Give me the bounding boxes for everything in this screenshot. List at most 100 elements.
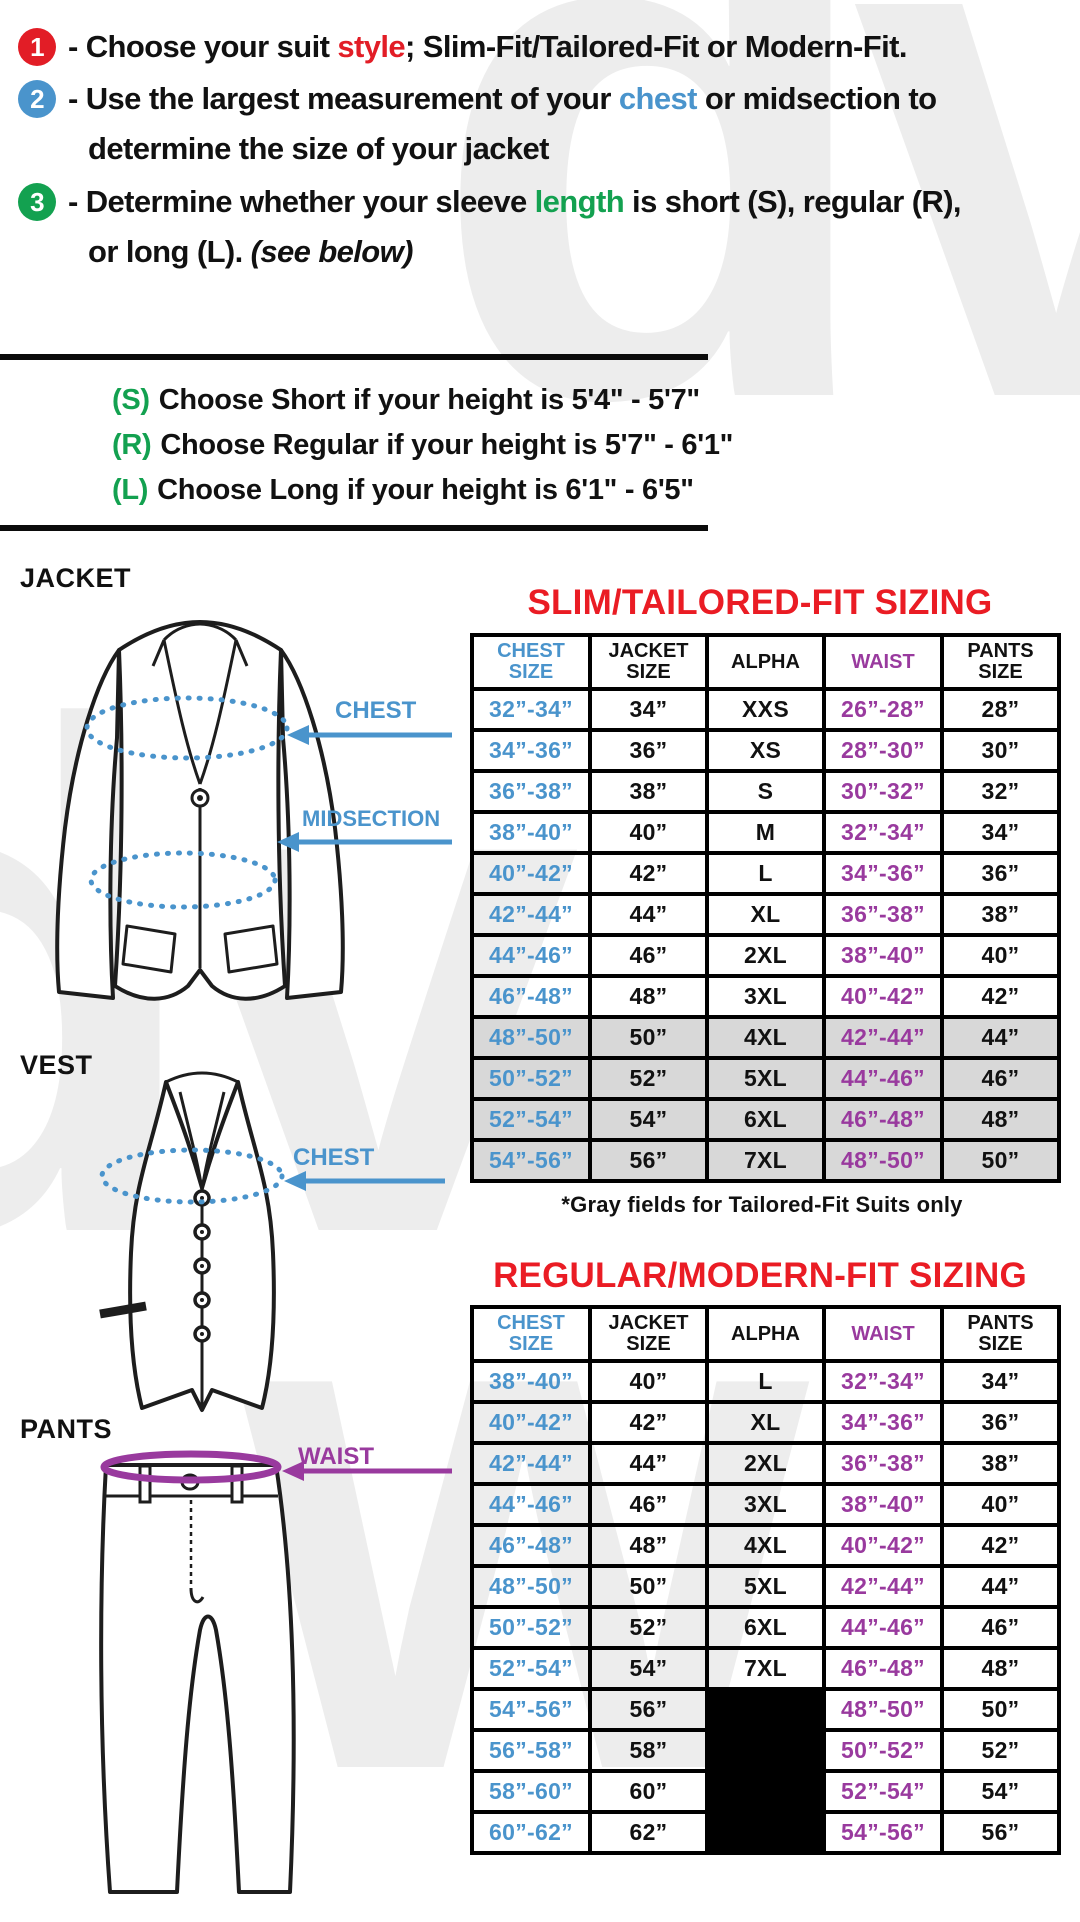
pants-size-cell: 48”	[940, 1646, 1061, 1691]
alpha-cell	[705, 1810, 826, 1855]
chest-size-cell: 48”-50”	[470, 1015, 592, 1060]
length-highlight: length	[534, 184, 625, 219]
chest-measure-ellipse	[84, 695, 290, 761]
size-row: 48”-50” 50” 4XL 42”-44” 44”	[470, 1015, 1061, 1060]
chest-size-cell: 38”-40”	[470, 1359, 592, 1404]
size-row: 42”-44” 44” XL 36”-38” 38”	[470, 892, 1061, 937]
pants-section-label: PANTS	[20, 1414, 113, 1444]
pants-size-cell: 30”	[940, 728, 1061, 773]
style-highlight: style	[337, 29, 406, 64]
chest-size-cell: 40”-42”	[470, 851, 592, 896]
chest-size-cell: 46”-48”	[470, 1523, 592, 1568]
chest-size-cell: 48”-50”	[470, 1564, 592, 1609]
size-row: 44”-46” 46” 3XL 38”-40” 40”	[470, 1482, 1061, 1527]
chest-size-cell: 54”-56”	[470, 1687, 592, 1732]
waist-cell: 38”-40”	[822, 1482, 944, 1527]
height-rule-long: (L) Choose Long if your height is 6'1" - …	[112, 474, 694, 506]
size-row: 50”-52” 52” 5XL 44”-46” 46”	[470, 1056, 1061, 1101]
alpha-cell: 2XL	[705, 933, 826, 978]
header-alpha: ALPHA	[705, 633, 826, 691]
slim-table-header: CHEST SIZE JACKET SIZE ALPHA WAIST PANTS SI…	[470, 633, 1061, 691]
alpha-cell: M	[705, 810, 826, 855]
regular-key: (R)	[112, 429, 152, 461]
alpha-cell: 5XL	[705, 1056, 826, 1101]
gray-fields-footnote: *Gray fields for Tailored-Fit Suits only	[561, 1192, 963, 1217]
alpha-cell: XL	[705, 1400, 826, 1445]
alpha-cell: 5XL	[705, 1564, 826, 1609]
pants-size-cell: 46”	[940, 1605, 1061, 1650]
pants-size-cell: 48”	[940, 1097, 1061, 1142]
chest-highlight: chest	[618, 81, 698, 116]
slim-table-title: SLIM/TAILORED-FIT SIZING	[527, 583, 993, 622]
pants-size-cell: 34”	[940, 1359, 1061, 1404]
size-row: 34”-36” 36” XS 28”-30” 30”	[470, 728, 1061, 773]
waist-cell: 46”-48”	[822, 1646, 944, 1691]
pants-size-cell: 50”	[940, 1687, 1061, 1732]
size-row: 48”-50” 50” 5XL 42”-44” 44”	[470, 1564, 1061, 1609]
size-row: 40”-42” 42” XL 34”-36” 36”	[470, 1400, 1061, 1445]
jacket-midsection-label: MIDSECTION	[302, 806, 440, 831]
step-2: 2 - Use the largest measurement of your …	[18, 80, 937, 118]
alpha-cell: 3XL	[705, 1482, 826, 1527]
waist-cell: 52”-54”	[822, 1769, 944, 1814]
pants-size-cell: 36”	[940, 851, 1061, 896]
size-row: 32”-34” 34” XXS 26”-28” 28”	[470, 687, 1061, 732]
pants-size-cell: 40”	[940, 933, 1061, 978]
alpha-cell: 4XL	[705, 1523, 826, 1568]
size-row: 44”-46” 46” 2XL 38”-40” 40”	[470, 933, 1061, 978]
waist-cell: 30”-32”	[822, 769, 944, 814]
chest-size-cell: 40”-42”	[470, 1400, 592, 1445]
jacket-size-cell: 36”	[588, 728, 709, 773]
chest-size-cell: 42”-44”	[470, 892, 592, 937]
alpha-cell: 4XL	[705, 1015, 826, 1060]
header-jacket-size: JACKET SIZE	[588, 633, 709, 691]
height-rule-regular: (R) Choose Regular if your height is 5'7"…	[112, 429, 734, 461]
header-chest-size: CHEST SIZE	[470, 633, 592, 691]
regular-fit-size-table: CHEST SIZE JACKET SIZE ALPHA WAIST PANTS SI…	[470, 1305, 1061, 1855]
waist-cell: 50”-52”	[822, 1728, 944, 1773]
jacket-size-cell: 42”	[588, 1400, 709, 1445]
waist-cell: 48”-50”	[822, 1138, 944, 1183]
midsection-measure-ellipse	[88, 850, 278, 910]
chest-size-cell: 58”-60”	[470, 1769, 592, 1814]
header-alpha: ALPHA	[705, 1305, 826, 1363]
jacket-left-pocket	[121, 924, 177, 974]
step-3-number-badge: 3	[18, 183, 56, 221]
chest-size-cell: 50”-52”	[470, 1605, 592, 1650]
waist-cell: 40”-42”	[822, 974, 944, 1019]
step-1: 1 - Choose your suit style; Slim-Fit/Tai…	[18, 28, 907, 66]
size-row: 54”-56” 56” 48”-50” 50”	[470, 1687, 1061, 1732]
vest-chest-measure-ellipse	[99, 1147, 285, 1205]
regular-table-title: REGULAR/MODERN-FIT SIZING	[493, 1256, 1027, 1295]
size-row: 38”-40” 40” L 32”-34” 34”	[470, 1359, 1061, 1404]
vest-pocket	[99, 1301, 147, 1319]
pants-diagram: WAIST	[99, 1443, 452, 1894]
chest-size-cell: 52”-54”	[470, 1097, 592, 1142]
chest-size-cell: 50”-52”	[470, 1056, 592, 1101]
step-3-continued: or long (L). (see below)	[88, 234, 413, 269]
pants-belt-loop-left	[138, 1464, 152, 1504]
chest-size-cell: 60”-62”	[470, 1810, 592, 1855]
alpha-cell: 3XL	[705, 974, 826, 1019]
size-row: 54”-56” 56” 7XL 48”-50” 50”	[470, 1138, 1061, 1183]
jacket-size-cell: 54”	[588, 1097, 709, 1142]
waist-cell: 48”-50”	[822, 1687, 944, 1732]
chest-size-cell: 44”-46”	[470, 933, 592, 978]
pants-size-cell: 38”	[940, 892, 1061, 937]
alpha-cell: 2XL	[705, 1441, 826, 1486]
pants-size-cell: 42”	[940, 974, 1061, 1019]
chest-size-cell: 34”-36”	[470, 728, 592, 773]
waist-cell: 46”-48”	[822, 1097, 944, 1142]
pants-belt-loop-right	[230, 1464, 244, 1504]
vest-section-label: VEST	[20, 1050, 93, 1080]
step-1-text: - Choose your suit style; Slim-Fit/Tailo…	[68, 29, 907, 64]
waist-arrow	[282, 1461, 304, 1481]
step-3: 3 - Determine whether your sleeve length…	[18, 183, 962, 221]
jacket-size-cell: 60”	[588, 1769, 709, 1814]
jacket-left-sleeve	[55, 648, 121, 1000]
size-row: 50”-52” 52” 6XL 44”-46” 46”	[470, 1605, 1061, 1650]
alpha-cell: XS	[705, 728, 826, 773]
chest-size-cell: 32”-34”	[470, 687, 592, 732]
chest-size-cell: 52”-54”	[470, 1646, 592, 1691]
